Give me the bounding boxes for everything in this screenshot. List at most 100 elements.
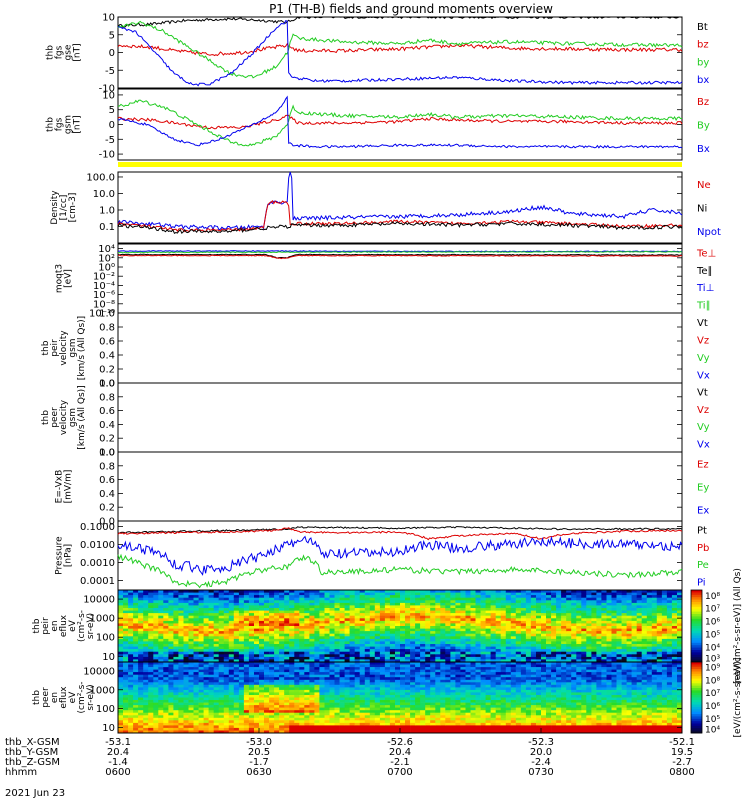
y-tick-label: 0.8 (99, 323, 115, 334)
panel-frame (117, 382, 683, 453)
series-ti (117, 250, 683, 253)
y-axis-label-line: thb (46, 117, 56, 132)
y-tick-label: -5 (105, 66, 115, 77)
y-axis-label-line: [eV] (64, 269, 74, 288)
y-tick-label: 10 (102, 13, 115, 24)
y-tick-label: 1.0 (99, 379, 115, 390)
x-tick-label: -52.6 (387, 737, 413, 748)
legend-vz: Vz (697, 335, 709, 346)
spectrogram-ion (118, 590, 683, 663)
panel-1: 10 5 0 -5 -10 thb fgs gse [nT] Bt bz by bx (46, 13, 710, 95)
series-pe (117, 553, 683, 589)
y-tick-label: 0.6 (99, 406, 115, 417)
x-tick-label: -1.4 (108, 757, 128, 768)
legend-bx: bx (697, 75, 709, 86)
x-tick-label: 0800 (669, 767, 694, 778)
legend-ey: Ey (697, 483, 709, 494)
x-tick-label: 0700 (387, 767, 412, 778)
x-tick-label: -2.1 (390, 757, 410, 768)
y-axis-label-line: thb (32, 618, 42, 633)
legend-by: by (697, 57, 709, 68)
spectrogram-electron (118, 662, 683, 734)
y-tick-label: 0.0 (99, 448, 115, 459)
y-tick-label: 1000 (90, 685, 115, 696)
x-axis-row-label: thb_Y-GSM (5, 747, 58, 758)
y-tick-label: -10 (99, 84, 115, 95)
x-tick-label: -53.1 (105, 737, 131, 748)
series-npot (117, 171, 683, 231)
y-axis-label-line: thb (32, 690, 42, 705)
y-axis-label-line: peir (41, 617, 51, 635)
y-axis-label-line: sr-eV) (86, 613, 96, 639)
y-tick-label: 1.0 (99, 309, 115, 320)
date-label: 2021 Jun 23 (5, 788, 65, 799)
legend: Bt bz by bx (697, 22, 709, 86)
legend-bt: Bt (697, 22, 708, 33)
x-tick-label: 0730 (528, 767, 553, 778)
series-bt (117, 16, 683, 28)
y-axis-label-line: [nT] (73, 43, 83, 61)
y-tick-label: 0.1 (99, 222, 115, 233)
y-axis-label-line: [km/s (All Qs)] (77, 385, 87, 449)
panel-5: 1.0 0.8 0.6 0.4 0.2 0.0 thb peir velocity gsm [km/… (41, 309, 710, 390)
x-axis-row-label: thb_Z-GSM (5, 757, 60, 768)
x-axis-row-label: hhmm (5, 767, 37, 778)
legend-by: By (697, 121, 710, 132)
legend: Ne Ni Npot (697, 180, 721, 238)
legend-vx: Vx (697, 370, 710, 381)
panel-frame (117, 88, 683, 161)
y-axis-label-line: gsm (64, 115, 74, 134)
y-axis-label-line: thb (41, 410, 51, 425)
y-tick-label: 0.2 (99, 503, 115, 514)
colorbar-tick-label: 10⁸ (705, 676, 720, 686)
y-axis-label-line: gsm (68, 408, 78, 427)
y-tick-label: 0.0 (99, 517, 115, 528)
y-axis-label-line: peer (41, 687, 51, 708)
series-pb (117, 527, 683, 541)
legend: Ez Ey Ex (697, 460, 709, 517)
series-bz (117, 114, 683, 130)
x-tick-label: 19.5 (671, 747, 693, 758)
y-tick-label: 0 (109, 120, 115, 131)
y-axis-label-line: velocity (59, 330, 69, 366)
y-axis-label-line: gse (64, 44, 74, 60)
y-axis-label-line: peir (50, 339, 60, 357)
y-axis-label-line: gsm (68, 338, 78, 357)
legend-pe: Pe (697, 560, 709, 571)
series-by (117, 99, 682, 147)
legend-vz: Vz (697, 405, 709, 416)
y-tick-label: 0.0100 (80, 540, 115, 551)
legend: Pt Pb Pe Pi (697, 526, 709, 589)
x-tick-label: 20.0 (530, 747, 552, 758)
legend-bx: Bx (697, 144, 710, 155)
legend: Vt Vz Vy Vx (697, 388, 710, 451)
x-tick-label: -53.0 (246, 737, 272, 748)
y-tick-label: 10⁴ (98, 244, 115, 255)
x-tick-label: 20.4 (389, 747, 411, 758)
y-tick-label: 10⁰ (98, 263, 115, 274)
y-axis-label-line: [nT] (73, 115, 83, 133)
y-tick-label: 0.0010 (80, 558, 115, 569)
y-tick-label: 0.1000 (80, 522, 115, 533)
y-axis-label-line: (cm²-s- (77, 610, 87, 642)
y-axis-label-line: [cm-3] (68, 193, 78, 223)
y-axis-label-line: [mV/m] (64, 470, 74, 504)
y-tick-label: 10 (102, 723, 115, 734)
x-tick-label: 20.5 (248, 747, 270, 758)
colorbar-label: [eV/(cm²-s-sr-eV)] (733, 657, 743, 737)
y-tick-label: 100 (96, 633, 115, 644)
panel-frame (117, 451, 683, 522)
y-tick-label: -5 (105, 135, 115, 146)
legend-pt: Pt (697, 526, 707, 537)
x-tick-label: -2.7 (672, 757, 692, 768)
y-axis-label-line: Density (50, 190, 60, 225)
legend: Vt Vz Vy Vx (697, 318, 710, 382)
y-axis-label-line: sr-eV) (86, 684, 96, 710)
x-tick-label: -1.7 (249, 757, 269, 768)
legend-te: Te∥ (696, 266, 713, 277)
y-tick-label: 0.4 (99, 489, 115, 500)
y-tick-label: 10000 (83, 595, 115, 606)
